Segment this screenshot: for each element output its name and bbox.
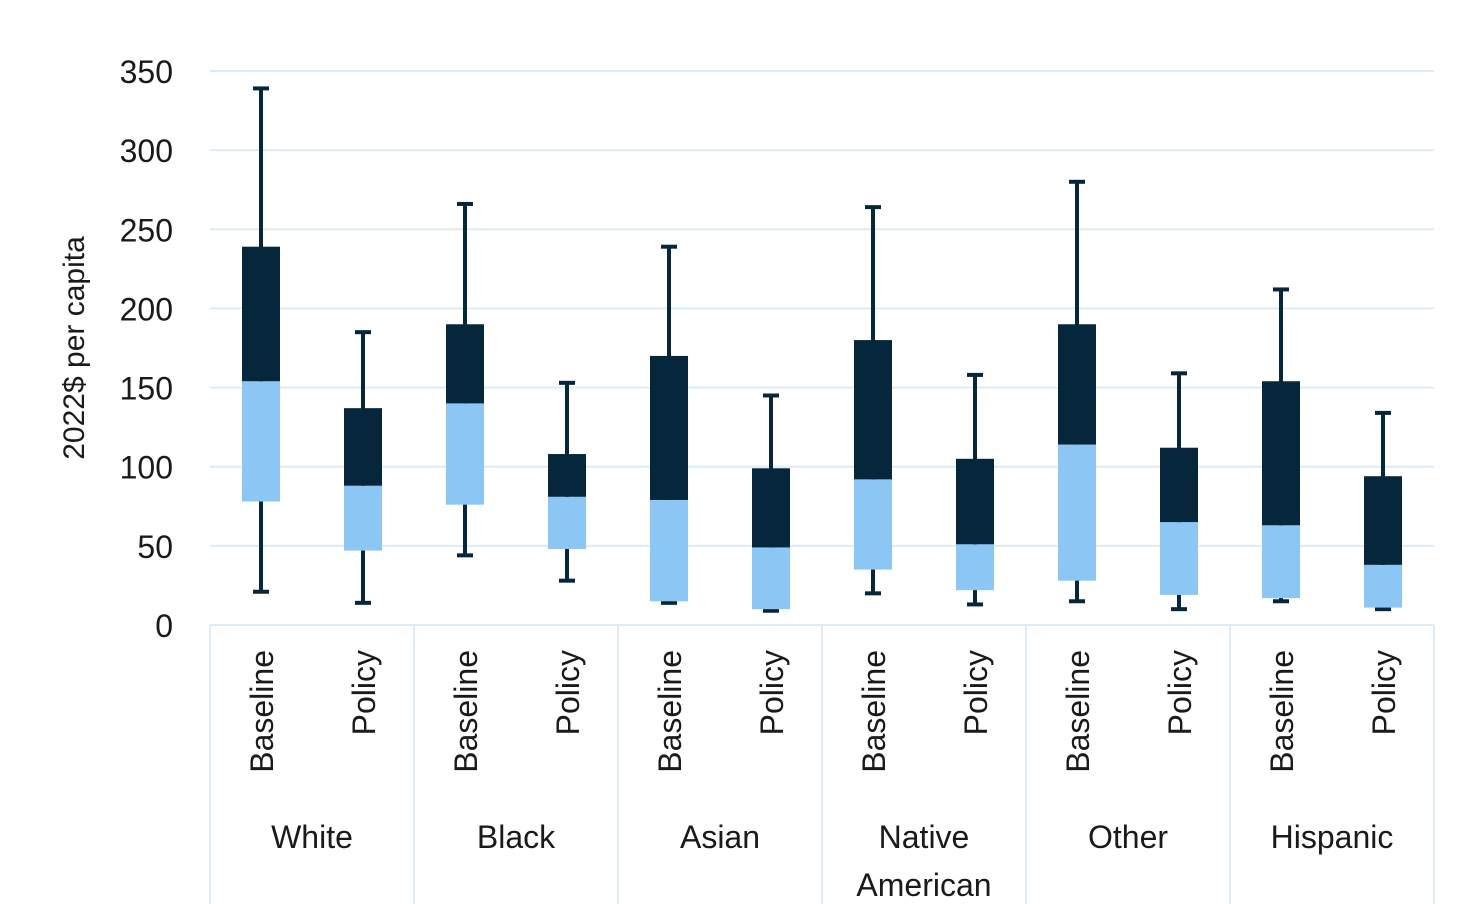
box-lower-quartile	[854, 479, 892, 570]
x-tick-label-policy: Policy	[1162, 650, 1198, 735]
group-black	[446, 201, 586, 583]
box-policy	[1364, 410, 1402, 612]
box-lower-quartile	[1262, 525, 1300, 599]
box-baseline	[242, 86, 280, 594]
box-upper-quartile	[956, 458, 994, 545]
box-baseline	[446, 201, 484, 558]
x-tick-label-policy: Policy	[550, 650, 586, 735]
box-baseline	[854, 205, 892, 596]
y-tick-label: 200	[120, 291, 173, 327]
x-tick-label-baseline: Baseline	[244, 650, 280, 773]
box-upper-quartile	[1058, 324, 1096, 445]
box-upper-quartile	[650, 355, 688, 500]
group-white	[242, 86, 382, 605]
boxes	[242, 86, 1402, 613]
box-baseline	[1262, 287, 1300, 604]
box-baseline	[650, 244, 688, 605]
x-tick-label-baseline: Baseline	[652, 650, 688, 773]
y-tick-label: 0	[155, 608, 173, 644]
y-tick-label: 150	[120, 371, 173, 407]
box-upper-quartile	[1160, 447, 1198, 523]
group-label: Hispanic	[1271, 819, 1394, 855]
box-baseline	[1058, 179, 1096, 604]
box-upper-quartile	[344, 408, 382, 486]
box-lower-quartile	[1058, 444, 1096, 581]
box-upper-quartile	[242, 246, 280, 382]
x-tick-label-baseline: Baseline	[448, 650, 484, 773]
x-axis: Baseline Policy White Baseline Policy Black Ba…	[209, 624, 1435, 904]
group-label: Asian	[680, 819, 760, 855]
group-hispanic	[1262, 287, 1402, 612]
y-tick-label: 50	[137, 529, 173, 565]
box-lower-quartile	[752, 547, 790, 610]
box-upper-quartile	[854, 340, 892, 480]
box-upper-quartile	[1364, 476, 1402, 565]
group-label: Black	[477, 819, 556, 855]
box-upper-quartile	[1262, 381, 1300, 526]
y-tick-label: 350	[120, 54, 173, 90]
y-tick-label: 250	[120, 212, 173, 248]
x-tick-label-baseline: Baseline	[856, 650, 892, 773]
group-label: Other	[1088, 819, 1168, 855]
y-tick-label: 100	[120, 450, 173, 486]
box-policy	[548, 380, 586, 583]
box-lower-quartile	[1160, 522, 1198, 595]
box-lower-quartile	[344, 485, 382, 551]
group-label: Native	[879, 819, 970, 855]
x-tick-label-baseline: Baseline	[1060, 650, 1096, 773]
group-label: White	[271, 819, 353, 855]
gridlines	[210, 70, 1434, 547]
x-tick-label-policy: Policy	[1366, 650, 1402, 735]
x-tick-label-policy: Policy	[958, 650, 994, 735]
x-tick-label-policy: Policy	[754, 650, 790, 735]
y-tick-label: 300	[120, 133, 173, 169]
group-label: American	[856, 867, 991, 903]
group-other	[1058, 179, 1198, 612]
box-upper-quartile	[548, 454, 586, 497]
box-lower-quartile	[242, 381, 280, 502]
box-lower-quartile	[1364, 564, 1402, 608]
box-lower-quartile	[548, 496, 586, 550]
box-upper-quartile	[446, 324, 484, 404]
box-lower-quartile	[956, 544, 994, 591]
group-asian	[650, 244, 790, 613]
box-policy	[1160, 371, 1198, 612]
box-lower-quartile	[446, 403, 484, 505]
group-native-american	[854, 205, 994, 607]
box-policy	[956, 372, 994, 607]
box-upper-quartile	[752, 468, 790, 548]
box-lower-quartile	[650, 499, 688, 602]
y-axis-label: 2022$ per capita	[58, 236, 91, 460]
x-tick-label-policy: Policy	[346, 650, 382, 735]
box-policy	[344, 330, 382, 605]
y-axis-ticks: 0 50 100 150 200 250 300 350	[120, 54, 173, 644]
box-policy	[752, 393, 790, 613]
x-tick-label-baseline: Baseline	[1264, 650, 1300, 773]
